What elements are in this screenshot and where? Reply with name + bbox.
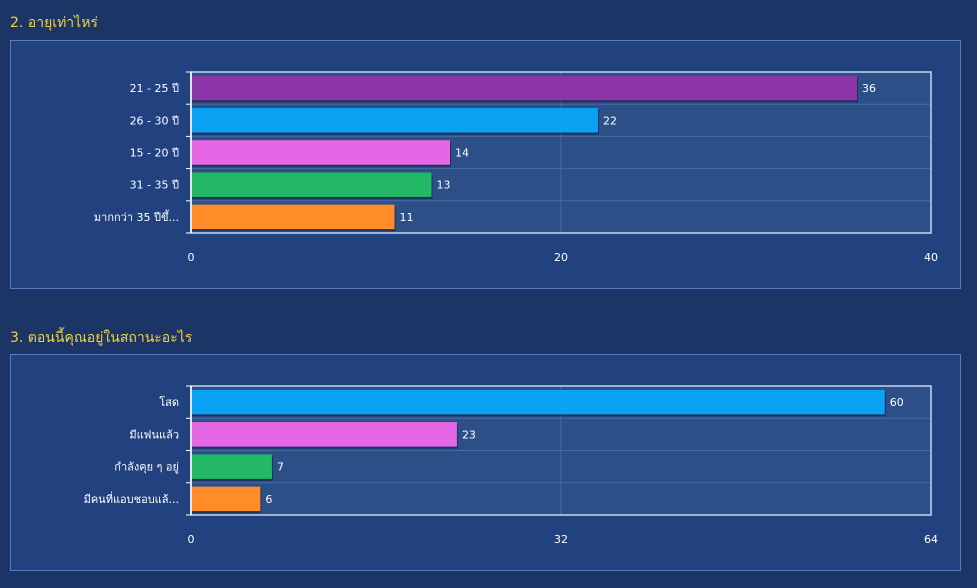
category-label: มีแฟนแล้ว	[129, 428, 179, 441]
data-label: 14	[455, 147, 469, 160]
data-label: 7	[277, 461, 284, 474]
x-tick-label: 20	[554, 251, 568, 264]
bar	[191, 389, 885, 415]
question-title-age: 2. อายุเท่าไหร่	[10, 15, 98, 31]
bar	[191, 75, 857, 101]
bar	[191, 486, 261, 512]
bar	[191, 454, 272, 479]
bar	[191, 108, 598, 133]
question-title-status: 3. ตอนนี้คุณอยู่ในสถานะอะไร	[10, 330, 193, 346]
x-tick-label: 64	[924, 533, 938, 546]
bar	[191, 172, 432, 197]
data-label: 13	[437, 179, 451, 192]
bar	[191, 422, 457, 447]
category-label: 15 - 20 ปี	[130, 147, 179, 160]
bar	[191, 204, 395, 230]
category-label: มีคนที่แอบชอบแล้...	[84, 491, 179, 506]
category-label: 26 - 30 ปี	[130, 114, 179, 127]
bar-chart-age: 36 21 - 25 ปี 22 26 - 30 ปี 14 15 - 20 ปี 13 31…	[94, 71, 938, 264]
bar	[191, 140, 450, 165]
data-label: 36	[862, 82, 876, 95]
x-tick-label: 32	[554, 533, 568, 546]
data-label: 60	[890, 396, 904, 409]
data-label: 22	[603, 114, 617, 127]
bar-chart-status: 60 โสด 23 มีแฟนแล้ว 7 กำลังคุย ๆ อยู่ 6 มีคนที่…	[84, 385, 938, 546]
data-label: 6	[265, 493, 272, 506]
category-label: 21 - 25 ปี	[130, 82, 179, 95]
category-label: 31 - 35 ปี	[130, 179, 179, 192]
x-tick-label: 40	[924, 251, 938, 264]
category-label: กำลังคุย ๆ อยู่	[114, 461, 179, 474]
chart-panel-age: 36 21 - 25 ปี 22 26 - 30 ปี 14 15 - 20 ปี 13 31…	[10, 40, 961, 289]
category-label: โสด	[159, 395, 179, 409]
x-tick-label: 0	[188, 533, 195, 546]
data-label: 23	[462, 428, 476, 441]
x-tick-label: 0	[188, 251, 195, 264]
data-label: 11	[400, 211, 414, 224]
category-label: มากกว่า 35 ปีขึ้...	[94, 209, 179, 224]
chart-panel-status: 60 โสด 23 มีแฟนแล้ว 7 กำลังคุย ๆ อยู่ 6 มีคนที่…	[10, 354, 961, 571]
